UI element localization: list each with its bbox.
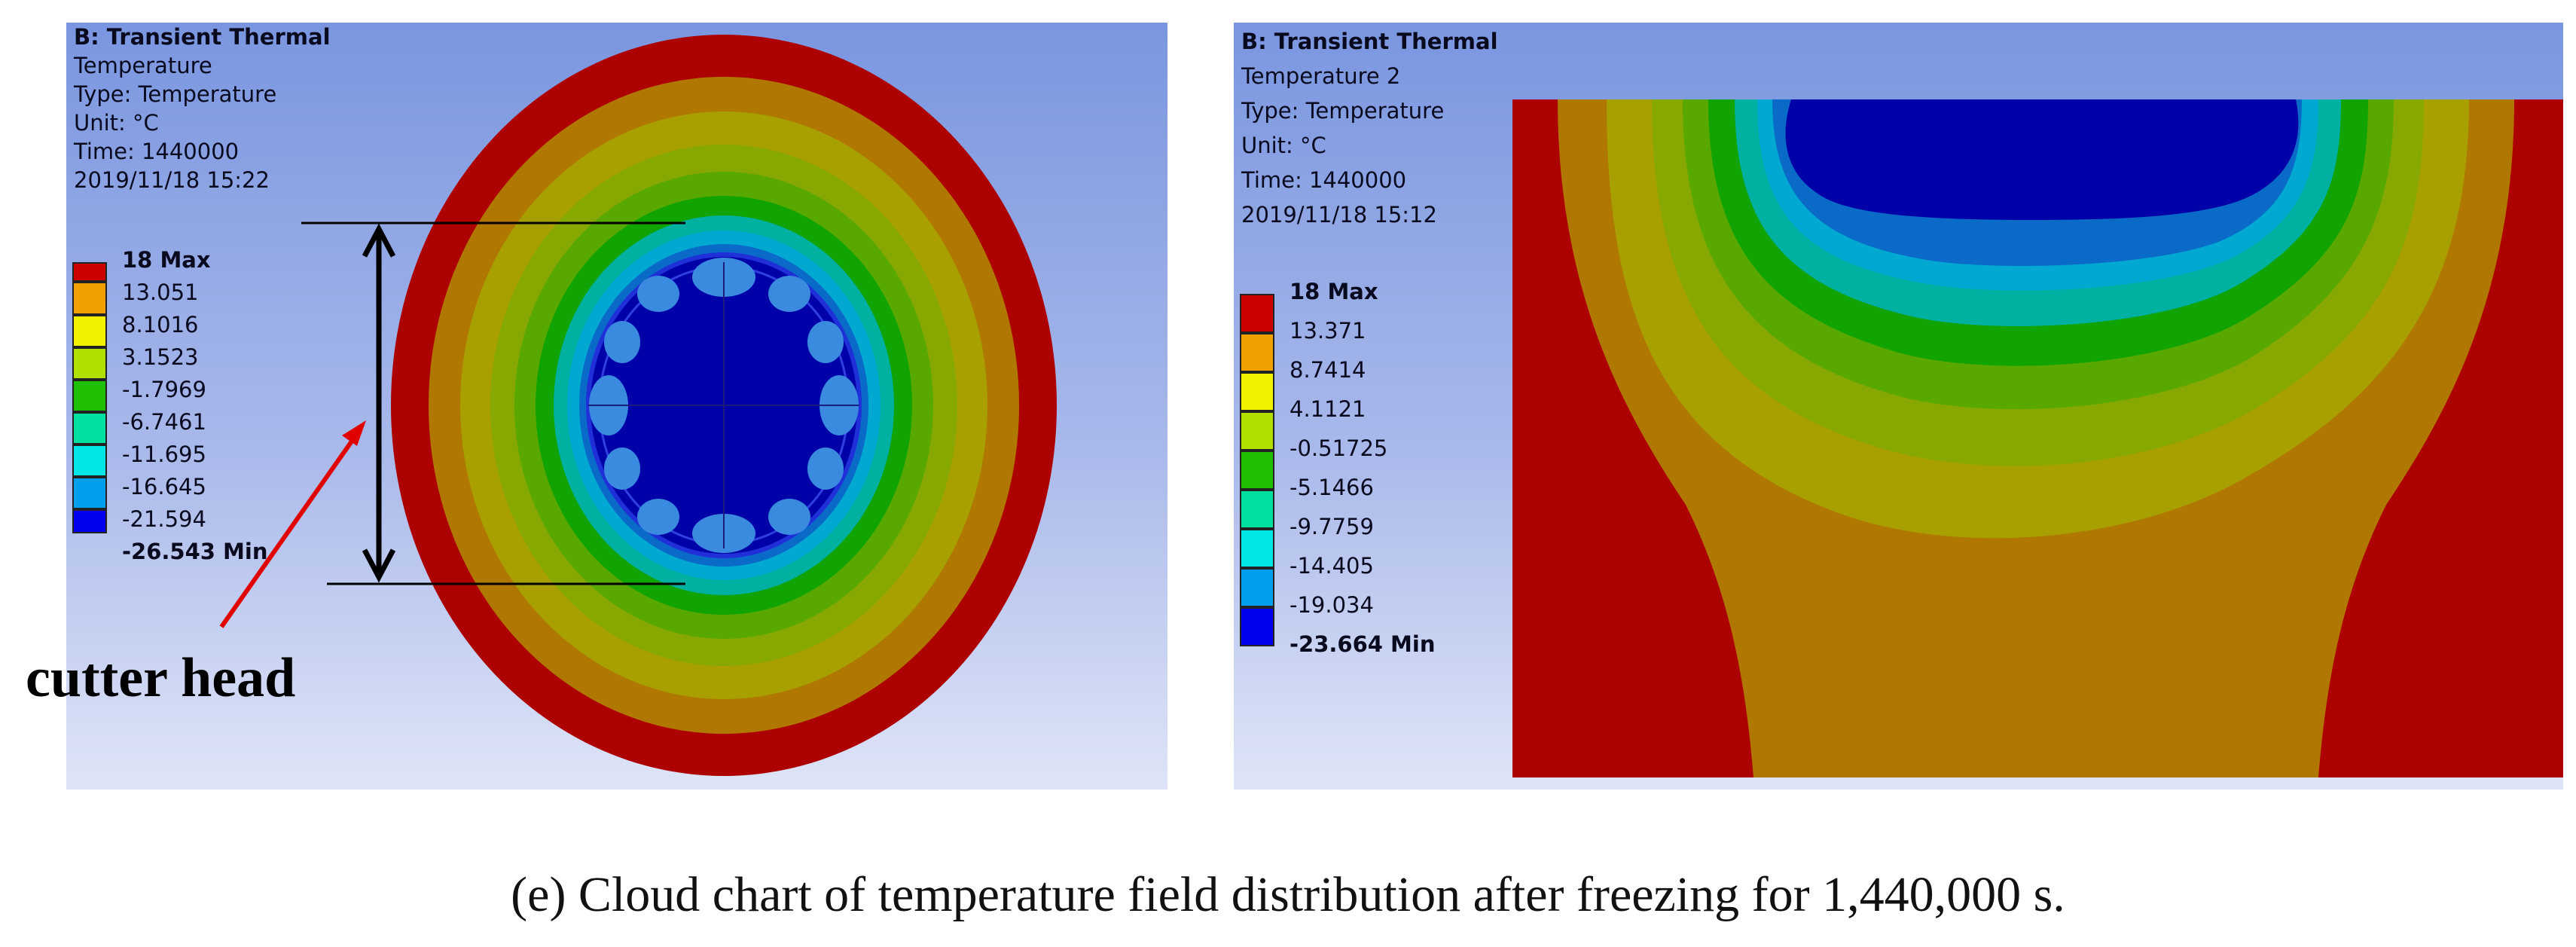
legend-swatch [72, 262, 107, 282]
right-info-line: Temperature 2 [1241, 63, 1401, 89]
legend-label: -14.405 [1290, 553, 1374, 579]
legend-swatch [1240, 490, 1274, 529]
left-info-line: Type: Temperature [74, 81, 277, 107]
legend-swatch [72, 477, 107, 509]
legend-swatch [1240, 294, 1274, 333]
legend-swatch [72, 412, 107, 444]
left-info-line: Unit: °C [74, 110, 159, 136]
frozen-wall-contours [1558, 99, 2514, 777]
left-info-line: Temperature [74, 53, 212, 78]
cross-section-rings [391, 35, 1057, 776]
legend-min-label: -23.664 Min [1290, 631, 1436, 657]
left-info-block: B: Transient Thermal Temperature Type: T… [74, 23, 331, 194]
core-lobes [589, 258, 859, 553]
left-title: B: Transient Thermal [74, 24, 331, 50]
legend-swatch [1240, 568, 1274, 607]
legend-swatch [72, 282, 107, 315]
legend-swatch [72, 315, 107, 347]
legend-swatch [72, 380, 107, 412]
legend-label: -5.1466 [1290, 475, 1374, 500]
right-title: B: Transient Thermal [1241, 29, 1498, 54]
legend-max-label: 18 Max [1290, 279, 1378, 304]
legend-swatch [72, 347, 107, 380]
legend-label: -19.034 [1290, 592, 1374, 618]
left-info-line: Time: 1440000 [74, 139, 240, 164]
legend-label: 3.1523 [122, 344, 199, 370]
legend-label: -1.7969 [122, 377, 206, 402]
legend-swatch [72, 444, 107, 477]
legend-label: -9.7759 [1290, 514, 1374, 539]
legend-label: 13.051 [122, 280, 199, 305]
legend-swatch [1240, 607, 1274, 646]
legend-label: -11.695 [122, 441, 206, 467]
frozen-core [1785, 99, 2299, 220]
legend-max-label: 18 Max [122, 247, 211, 273]
legend-label: 4.1121 [1290, 396, 1366, 422]
left-contour-plot [219, 35, 1057, 776]
red-pointer-arrow [219, 420, 366, 628]
legend-label: -0.51725 [1290, 435, 1388, 461]
legend-label: 8.1016 [122, 312, 199, 338]
legend-label: -21.594 [122, 506, 206, 532]
right-contour-panel: B: Transient Thermal Temperature 2 Type:… [1234, 23, 2563, 790]
cutter-head-label: cutter head [26, 647, 296, 709]
right-contour-plot [1512, 99, 2563, 777]
legend-label: 8.7414 [1290, 357, 1366, 383]
figure-caption: (e) Cloud chart of temperature field dis… [511, 867, 2065, 922]
legend-label: -6.7461 [122, 409, 206, 435]
right-info-line: 2019/11/18 15:12 [1241, 202, 1437, 228]
legend-label: 13.371 [1290, 318, 1366, 344]
legend-swatch [1240, 333, 1274, 372]
legend-min-label: -26.543 Min [122, 539, 268, 564]
legend-swatch [1240, 411, 1274, 451]
legend-swatch [1240, 451, 1274, 490]
legend-swatch [1240, 372, 1274, 411]
legend-swatch [1240, 529, 1274, 568]
legend-swatch [72, 509, 107, 533]
right-info-line: Unit: °C [1241, 133, 1326, 158]
right-info-block: B: Transient Thermal Temperature 2 Type:… [1241, 24, 1498, 232]
right-info-line: Time: 1440000 [1241, 167, 1407, 193]
left-contour-panel: B: Transient Thermal Temperature Type: T… [66, 23, 1167, 790]
dimension-marker [301, 221, 685, 585]
legend-label: -16.645 [122, 474, 206, 499]
left-info-line: 2019/11/18 15:22 [74, 167, 270, 193]
right-info-line: Type: Temperature [1241, 98, 1445, 124]
